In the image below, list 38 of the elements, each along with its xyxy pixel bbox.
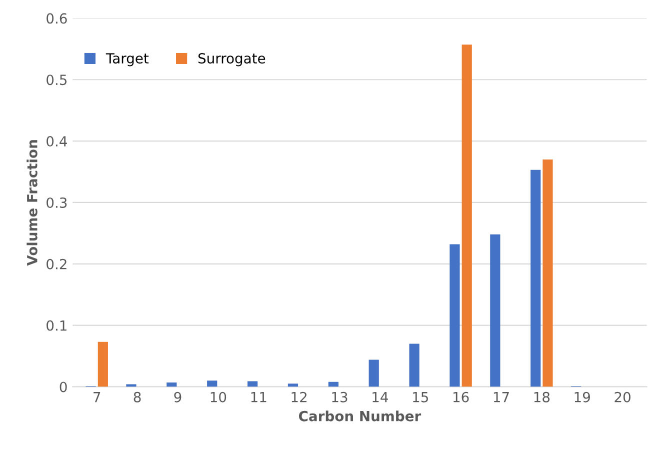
y-tick-label: 0.5 bbox=[46, 74, 67, 86]
bar bbox=[328, 382, 338, 387]
x-tick-label: 18 bbox=[534, 392, 550, 402]
x-tick-label: 11 bbox=[251, 392, 266, 402]
y-axis-title: Volume Fraction bbox=[26, 140, 38, 266]
x-axis-title: Carbon Number bbox=[298, 410, 422, 422]
bar bbox=[490, 234, 500, 387]
x-tick-label: 7 bbox=[94, 392, 100, 402]
y-tick-label: 0.3 bbox=[46, 197, 67, 208]
x-tick-label: 15 bbox=[413, 392, 428, 402]
x-tick-label: 17 bbox=[494, 392, 509, 402]
y-tick-label: 0.1 bbox=[46, 320, 66, 331]
bar bbox=[98, 342, 108, 387]
x-tick-label: 9 bbox=[174, 392, 182, 402]
bar bbox=[207, 380, 218, 387]
y-tick-label: 0.6 bbox=[46, 13, 67, 24]
x-tick-label: 13 bbox=[332, 392, 348, 402]
x-tick-label: 20 bbox=[614, 392, 630, 402]
bar bbox=[247, 381, 258, 387]
bar bbox=[450, 244, 460, 387]
legend-label: Target bbox=[106, 53, 149, 66]
x-tick-label: 16 bbox=[453, 392, 469, 402]
y-tick-label: 0.4 bbox=[46, 136, 67, 147]
legend-label: Surrogate bbox=[198, 53, 266, 66]
bar bbox=[409, 344, 420, 387]
x-tick-label: 12 bbox=[292, 392, 306, 402]
y-tick-label: 0 bbox=[60, 382, 67, 392]
x-tick-label: 10 bbox=[210, 392, 226, 402]
x-tick-label: 8 bbox=[134, 392, 141, 402]
x-tick-label: 19 bbox=[574, 392, 590, 402]
bar bbox=[462, 44, 472, 387]
bar bbox=[530, 170, 541, 387]
y-tick-label: 0.2 bbox=[46, 258, 66, 270]
bar bbox=[542, 159, 553, 387]
x-tick-label: 14 bbox=[372, 392, 388, 402]
bar bbox=[368, 360, 379, 387]
bar bbox=[166, 382, 177, 387]
bar bbox=[288, 384, 298, 387]
